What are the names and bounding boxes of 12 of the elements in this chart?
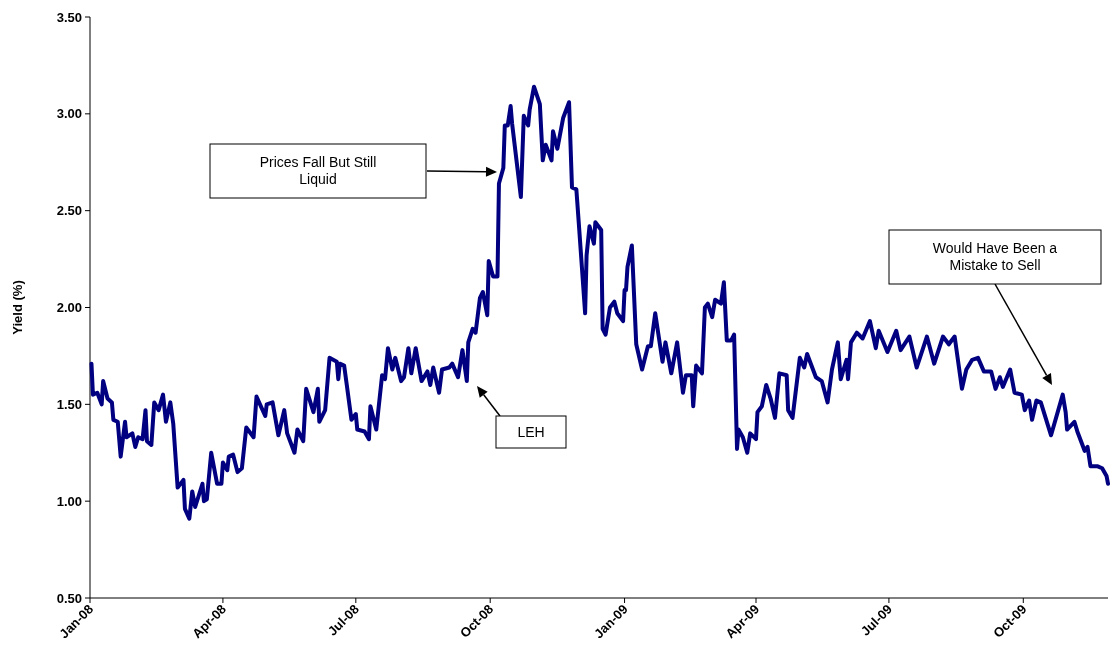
line-series bbox=[89, 84, 1110, 521]
annotation: Would Have Been a Mistake to Sell bbox=[932, 240, 1058, 274]
y-tick-label: 2.00 bbox=[56, 300, 82, 316]
annotation: Prices Fall But Still Liquid bbox=[259, 154, 377, 188]
y-tick-label: 0.50 bbox=[56, 590, 82, 606]
annotation: LEH bbox=[517, 423, 545, 440]
y-tick-label: 3.50 bbox=[56, 9, 82, 25]
y-tick-label: 3.00 bbox=[56, 106, 82, 122]
y-tick-label: 2.50 bbox=[56, 203, 82, 219]
y-tick-label: 1.00 bbox=[56, 493, 82, 509]
y-axis-title: Yield (%) bbox=[10, 280, 25, 335]
y-tick-label: 1.50 bbox=[56, 396, 82, 412]
